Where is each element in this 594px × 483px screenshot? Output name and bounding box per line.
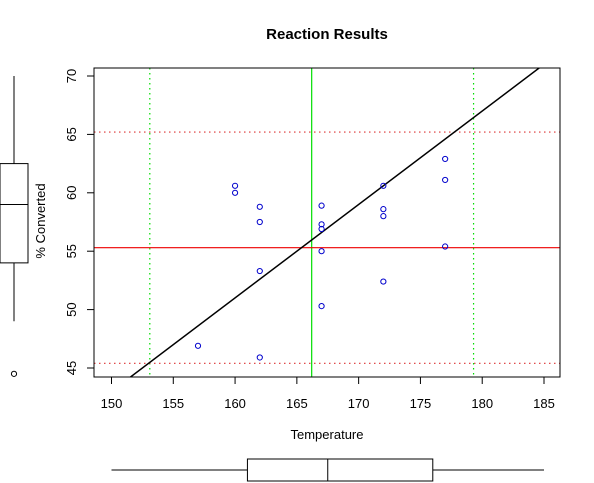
y-box-outlier [10,370,18,377]
y-axis-title: % Converted [33,183,48,258]
y-tick-label: 65 [64,127,79,141]
data-point [318,221,325,228]
x-axis: 150 155 160 165 170 175 180 185 [101,376,555,411]
y-tick-label: 50 [64,302,79,316]
x-axis-title: Temperature [291,427,364,442]
y-box [0,163,29,264]
x-tick-label: 150 [101,396,123,411]
y-boxplot [0,76,29,377]
data-point [380,182,387,189]
data-point [318,302,325,310]
x-tick-label: 160 [224,396,246,411]
x-boxplot [111,458,544,482]
y-tick-label: 70 [64,69,79,83]
data-point [318,225,325,233]
data-point [231,189,239,196]
x-tick-label: 175 [410,396,432,411]
data-point [318,248,325,255]
x-tick-label: 180 [471,396,493,411]
reference-lines [94,68,560,377]
x-tick-label: 170 [348,396,370,411]
x-tick-label: 155 [162,396,184,411]
chart-title: Reaction Results [266,26,388,43]
plot-frame [93,67,561,378]
x-box [246,458,434,482]
data-point [442,176,449,184]
data-point [380,213,387,220]
data-point [442,243,449,250]
data-point [442,155,449,163]
y-tick-label: 60 [64,186,79,200]
regression-line [129,68,541,377]
x-tick-label: 185 [533,396,555,411]
data-point [318,202,325,209]
y-tick-label: 45 [64,361,79,375]
data-point [256,203,263,210]
data-point [380,278,387,285]
plot-area [94,68,560,377]
data-point [194,342,202,349]
data-point [256,267,263,275]
x-tick-label: 165 [286,396,308,411]
data-point [380,206,387,213]
data-point [231,182,239,189]
y-axis: 45 50 55 60 65 70 [64,69,95,375]
data-point [256,354,263,361]
y-tick-label: 55 [64,244,79,258]
data-points [194,155,449,361]
data-point [256,218,263,226]
